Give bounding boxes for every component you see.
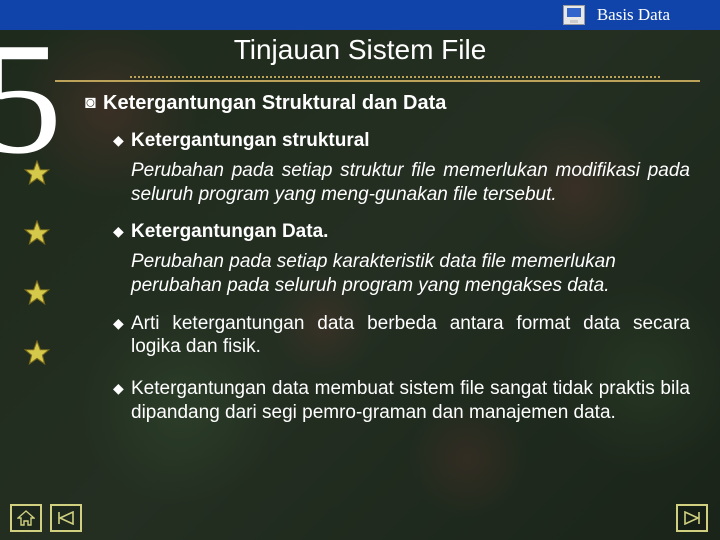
slide-title: Tinjauan Sistem File [0, 34, 720, 66]
diamond-bullet-icon: ◆ [113, 220, 131, 242]
item-title: Ketergantungan struktural [131, 129, 370, 153]
diamond-bullet-icon: ◆ [113, 312, 131, 334]
diamond-bullet-icon: ◆ [113, 129, 131, 151]
star-icon [24, 160, 50, 186]
item-body: Arti ketergantungan data berbeda antara … [131, 312, 690, 360]
top-bar: Basis Data [0, 0, 720, 30]
section-heading: ◙ Ketergantungan Struktural dan Data [85, 92, 690, 115]
star-icon [24, 340, 50, 366]
item-body: Ketergantungan data membuat sistem file … [131, 377, 690, 425]
content-area: ◙ Ketergantungan Struktural dan Data ◆ K… [85, 92, 690, 510]
heading-text: Ketergantungan Struktural dan Data [103, 92, 446, 115]
item-body: Perubahan pada setiap karakteristik data… [131, 250, 690, 298]
home-button[interactable] [10, 504, 42, 532]
list-item: ◆ Arti ketergantungan data berbeda antar… [113, 312, 690, 360]
item-body: Perubahan pada setiap struktur file meme… [131, 159, 690, 207]
divider-solid [55, 80, 700, 82]
star-icon [24, 280, 50, 306]
list-item: ◆ Ketergantungan data membuat sistem fil… [113, 377, 690, 425]
topbar-label: Basis Data [597, 5, 670, 25]
nav-controls-left [10, 504, 82, 532]
next-button[interactable] [676, 504, 708, 532]
list-item: ◆ Ketergantungan Data. [113, 220, 690, 244]
heading-bullet: ◙ [85, 92, 103, 113]
list-item: ◆ Ketergantungan struktural [113, 129, 690, 153]
star-icon [24, 220, 50, 246]
prev-button[interactable] [50, 504, 82, 532]
diamond-bullet-icon: ◆ [113, 377, 131, 399]
item-title: Ketergantungan Data. [131, 220, 328, 244]
slide: Basis Data 5 Tinjauan Sistem File ◙ Kete… [0, 0, 720, 540]
computer-icon [563, 5, 585, 25]
divider-dotted [130, 76, 660, 78]
